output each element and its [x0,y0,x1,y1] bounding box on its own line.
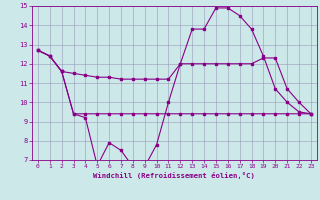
X-axis label: Windchill (Refroidissement éolien,°C): Windchill (Refroidissement éolien,°C) [93,172,255,179]
